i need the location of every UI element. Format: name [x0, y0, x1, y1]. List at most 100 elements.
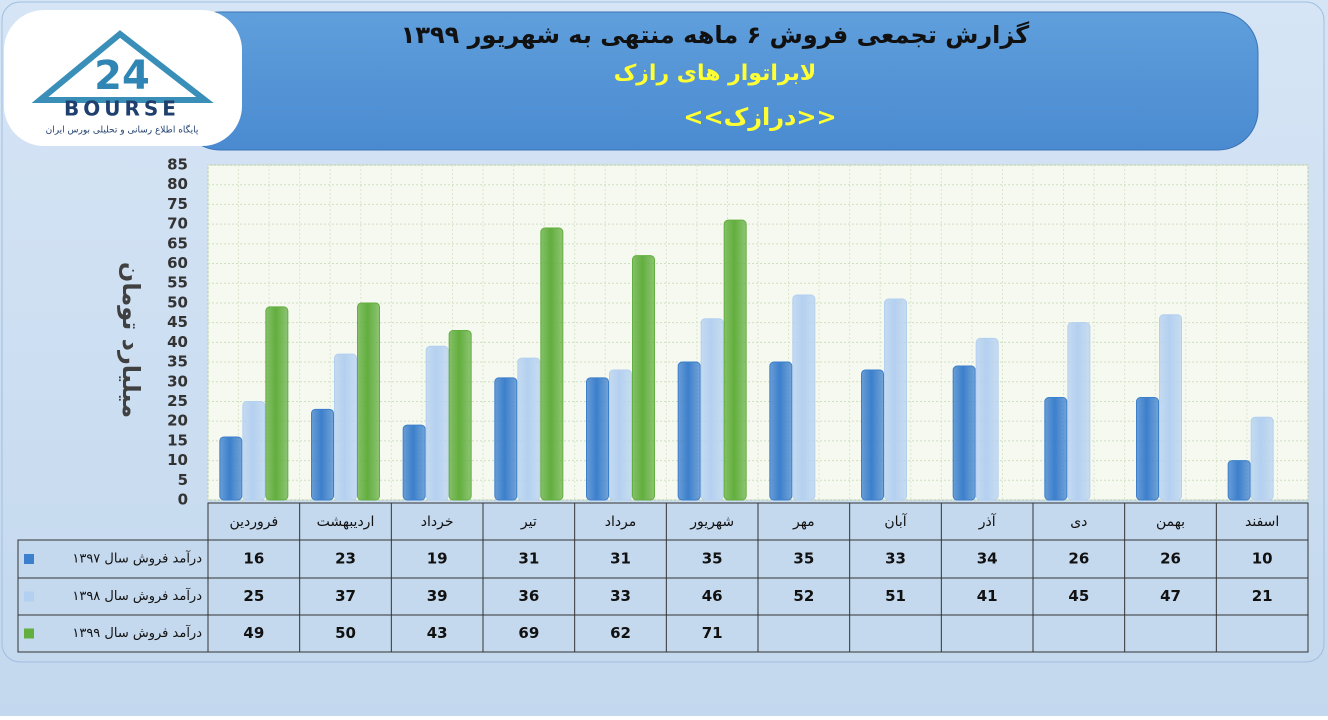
- bar: [1159, 314, 1182, 501]
- bar: [311, 408, 334, 501]
- table-value: 51: [885, 587, 906, 605]
- chart-title: گزارش تجمعی فروش ۶ ماهه منتهی به شهریور …: [401, 21, 1030, 49]
- x-tick-label: اردیبهشت: [317, 514, 375, 530]
- logo-name: BOURSE: [64, 97, 180, 121]
- y-tick-label: 10: [167, 451, 188, 469]
- legend-label: درآمد فروش سال ۱۳۹۷: [72, 550, 202, 567]
- x-tick-label: دی: [1070, 514, 1087, 530]
- y-tick-label: 85: [167, 156, 188, 174]
- y-tick-label: 5: [178, 471, 188, 489]
- y-tick-label: 75: [167, 195, 188, 213]
- table-value: 26: [1068, 550, 1089, 568]
- table-value: 49: [243, 624, 264, 642]
- y-tick-label: 15: [167, 431, 188, 449]
- brand: <<درازک>>: [683, 103, 836, 131]
- table-value: 26: [1160, 550, 1181, 568]
- logo-tagline: پایگاه اطلاع رسانی و تحلیلی بورس ایران: [46, 124, 199, 136]
- table-value: 33: [885, 550, 906, 568]
- legend-swatch: [24, 554, 34, 564]
- bar: [1227, 460, 1251, 501]
- table-value: 36: [518, 587, 539, 605]
- bar: [242, 400, 266, 501]
- table-value: 47: [1160, 587, 1181, 605]
- table-value: 50: [335, 624, 356, 642]
- table-value: 23: [335, 550, 356, 568]
- frame: [1, 1, 1325, 663]
- x-tick-label: فروردین: [229, 514, 278, 530]
- bar: [884, 298, 907, 501]
- y-tick-label: 40: [167, 333, 188, 351]
- y-tick-label: 45: [167, 313, 188, 331]
- table-value: 69: [518, 624, 539, 642]
- table-value: 34: [977, 550, 998, 568]
- bar: [494, 377, 518, 501]
- bar: [425, 345, 449, 501]
- x-tick-label: خرداد: [421, 514, 454, 530]
- y-tick-label: 60: [167, 254, 188, 272]
- bar: [723, 219, 747, 501]
- chart-subtitle: لابراتوار های رازک: [614, 61, 817, 86]
- bar: [402, 424, 426, 501]
- table-value: 35: [793, 550, 814, 568]
- y-tick-label: 20: [167, 412, 188, 430]
- x-tick-label: آبان: [884, 513, 907, 530]
- table-value: 16: [243, 550, 264, 568]
- bar: [586, 377, 609, 501]
- table-value: 39: [427, 587, 448, 605]
- table-value: 31: [610, 550, 631, 568]
- bar: [517, 357, 541, 501]
- table-value: 41: [977, 587, 998, 605]
- table-value: 62: [610, 624, 631, 642]
- table-value: 21: [1252, 587, 1273, 605]
- bar: [700, 318, 724, 501]
- y-tick-label: 50: [167, 293, 188, 311]
- x-tick-label: بهمن: [1156, 514, 1185, 530]
- y-tick-label: 80: [167, 175, 188, 193]
- table-legend-column: [17, 539, 209, 653]
- bar: [952, 365, 976, 501]
- logo-shape: [31, 30, 214, 103]
- table-value: 35: [702, 550, 723, 568]
- x-tick-label: اسفند: [1245, 514, 1279, 530]
- bar: [1136, 397, 1159, 501]
- table-value: 10: [1252, 550, 1273, 568]
- table-value: 31: [518, 550, 539, 568]
- bar: [334, 353, 357, 501]
- legend-swatch: [24, 628, 34, 639]
- logo-mark: 24: [94, 53, 150, 99]
- bar: [1250, 416, 1274, 501]
- legend-label: درآمد فروش سال ۱۳۹۸: [72, 587, 202, 604]
- bar: [357, 302, 380, 501]
- logo-box: [4, 10, 242, 146]
- bar: [861, 369, 884, 501]
- bar: [609, 369, 632, 501]
- x-tick-label: آذر: [978, 513, 997, 530]
- y-tick-label: 65: [167, 234, 188, 252]
- bar: [219, 436, 243, 501]
- y-tick-label: 55: [167, 274, 188, 292]
- bar: [1067, 322, 1091, 501]
- x-tick-label: مرداد: [605, 514, 637, 530]
- table-value: 45: [1068, 587, 1089, 605]
- bar: [265, 306, 289, 501]
- legend-swatch: [24, 591, 34, 602]
- x-tick-label: تیر: [520, 514, 537, 530]
- bar: [540, 227, 564, 501]
- table-value: 19: [427, 550, 448, 568]
- table-value: 71: [702, 624, 723, 642]
- bar: [792, 294, 816, 501]
- y-axis-label: میلیارد تومان: [117, 262, 145, 418]
- bar: [448, 330, 472, 501]
- table-value: 25: [243, 587, 264, 605]
- table-value: 46: [702, 587, 723, 605]
- bar: [677, 361, 701, 501]
- x-tick-label: مهر: [792, 514, 815, 530]
- y-tick-label: 0: [178, 491, 188, 509]
- y-tick-label: 30: [167, 372, 188, 390]
- table-value: 52: [793, 587, 814, 605]
- bar: [632, 255, 655, 501]
- table-value: 43: [427, 624, 448, 642]
- bar: [1044, 397, 1068, 501]
- plot-area: [207, 164, 1309, 501]
